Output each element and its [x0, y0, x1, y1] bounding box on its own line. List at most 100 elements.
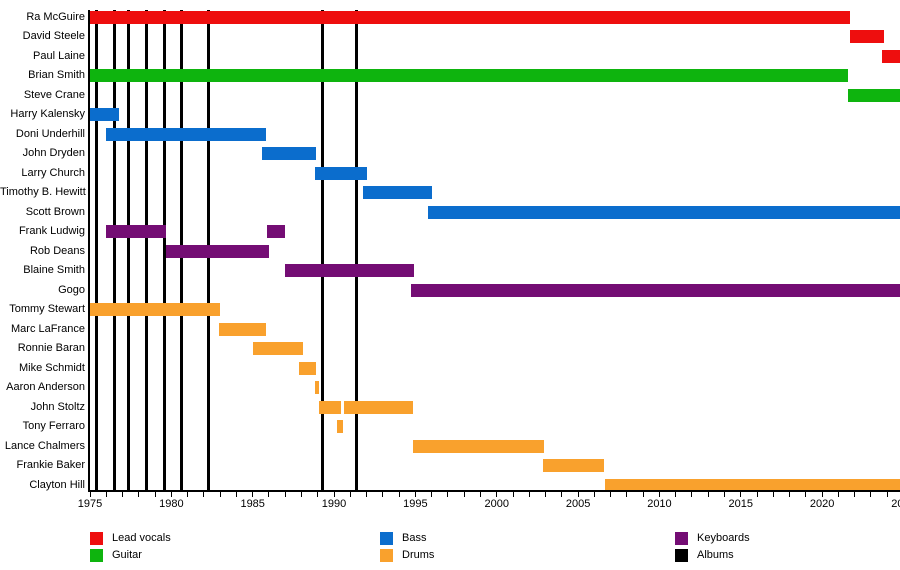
x-axis-tick	[138, 492, 140, 497]
x-axis-tick	[870, 492, 872, 497]
x-axis-tick-label: 1995	[403, 498, 428, 510]
member-bar-drums	[90, 303, 221, 316]
x-axis-tick	[789, 492, 791, 497]
album-release-line	[355, 10, 359, 491]
member-bar-bass	[90, 108, 120, 121]
x-axis-tick	[235, 492, 237, 497]
x-axis-tick	[203, 492, 205, 497]
member-label: Marc LaFrance	[11, 322, 85, 335]
x-axis-tick	[268, 492, 270, 497]
x-axis-tick	[333, 492, 335, 497]
member-bar-drums	[252, 342, 304, 355]
x-axis-tick-label: 2000	[484, 498, 509, 510]
album-release-line	[126, 10, 130, 491]
x-axis-tick	[317, 492, 319, 497]
x-axis-tick	[724, 492, 726, 497]
member-bar-bass	[262, 147, 317, 160]
legend-swatch-guitar	[90, 549, 103, 562]
member-label: Tommy Stewart	[9, 303, 85, 315]
member-label: Gogo	[58, 283, 85, 296]
x-axis-tick	[772, 492, 774, 497]
member-bar-drums	[337, 420, 343, 433]
y-axis-line	[88, 10, 90, 491]
member-bar-drums	[343, 400, 413, 414]
member-label: Harry Kalensky	[10, 108, 85, 120]
legend-label: Drums	[402, 549, 435, 561]
x-axis-tick	[577, 492, 579, 497]
x-axis-tick	[463, 492, 465, 497]
x-axis-tick	[821, 492, 823, 497]
x-axis-tick	[447, 492, 449, 497]
member-label: Doni Underhill	[15, 127, 85, 140]
legend-label: Bass	[402, 532, 427, 544]
x-axis-tick	[284, 492, 286, 497]
member-label: John Dryden	[22, 147, 85, 159]
legend-swatch-drums	[380, 549, 393, 562]
x-axis-tick	[170, 492, 172, 497]
member-bar-keyboards	[267, 225, 286, 238]
x-axis-tick	[301, 492, 302, 497]
x-axis-line	[88, 490, 900, 492]
album-release-line	[321, 10, 325, 491]
x-axis-tick	[187, 492, 189, 497]
member-label: Timothy B. Hewitt	[0, 186, 86, 198]
member-label: Blaine Smith	[23, 264, 85, 276]
x-axis-tick	[382, 492, 384, 497]
member-label: Brian Smith	[28, 69, 85, 81]
x-axis-tick	[496, 492, 498, 497]
member-bar-drums	[314, 381, 320, 394]
member-label: Lance Chalmers	[4, 439, 85, 452]
member-bar-drums	[218, 322, 266, 336]
member-bar-bass	[363, 186, 432, 199]
x-axis-tick	[740, 492, 742, 497]
member-bar-lead_vocals	[882, 49, 900, 63]
x-axis-tick	[593, 492, 595, 497]
album-release-line	[112, 10, 116, 491]
x-axis-tick-label: 1985	[240, 498, 265, 510]
x-axis-tick	[398, 492, 400, 497]
x-axis-tick	[886, 492, 888, 497]
x-axis-tick	[691, 492, 693, 497]
member-bar-lead_vocals	[849, 30, 884, 43]
member-label: Scott Brown	[25, 205, 85, 218]
member-bar-drums	[543, 459, 605, 472]
x-axis-tick-label: 1980	[159, 498, 184, 510]
member-label: Larry Church	[21, 166, 85, 179]
member-bar-drums	[412, 439, 544, 453]
legend-swatch-albums	[675, 549, 688, 562]
member-label: Paul Laine	[33, 49, 85, 62]
x-axis-tick-label: 2015	[728, 498, 754, 510]
x-axis-tick-label: 1975	[77, 498, 103, 510]
x-axis-tick	[89, 492, 91, 497]
x-axis-tick-label: 2005	[565, 498, 591, 510]
member-label: Rob Deans	[29, 244, 85, 257]
x-axis-tick-label: 2010	[647, 498, 672, 510]
x-axis-tick	[561, 492, 563, 497]
album-release-line	[162, 10, 166, 491]
legend-label: Keyboards	[697, 532, 750, 544]
member-bar-drums	[319, 400, 341, 414]
x-axis-tick	[545, 492, 547, 497]
x-axis-tick	[154, 492, 156, 497]
x-axis-tick-label: 2020	[809, 498, 835, 510]
legend-label: Guitar	[112, 549, 142, 561]
member-bar-keyboards	[410, 283, 900, 297]
legend-label: Lead vocals	[112, 532, 171, 544]
member-bar-bass	[106, 127, 266, 141]
album-release-line	[144, 10, 148, 491]
member-bar-keyboards	[166, 244, 269, 258]
x-axis-tick	[349, 492, 351, 497]
member-label: Ronnie Baran	[17, 342, 85, 354]
member-label: John Stoltz	[30, 400, 85, 413]
x-axis-tick	[479, 492, 481, 497]
member-label: Steve Crane	[23, 88, 85, 101]
member-bar-guitar	[90, 69, 849, 82]
legend-swatch-bass	[380, 532, 393, 545]
member-label: Tony Ferraro	[22, 420, 85, 432]
x-axis-tick	[837, 492, 839, 497]
legend-swatch-keyboards	[675, 532, 688, 545]
member-label: Mike Schmidt	[18, 361, 85, 374]
x-axis-tick	[122, 492, 124, 497]
x-axis-tick	[658, 492, 660, 497]
x-axis-tick-label: 2025	[891, 498, 900, 510]
